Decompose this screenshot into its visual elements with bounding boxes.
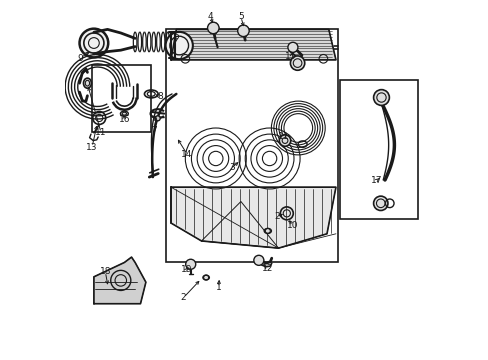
- Circle shape: [155, 116, 160, 121]
- Circle shape: [373, 90, 388, 105]
- Circle shape: [290, 56, 304, 70]
- Text: 7: 7: [151, 126, 157, 135]
- Text: 10: 10: [286, 221, 298, 230]
- Text: 12: 12: [262, 264, 273, 273]
- Polygon shape: [171, 30, 335, 60]
- Circle shape: [373, 196, 387, 211]
- Ellipse shape: [203, 275, 209, 280]
- Text: 1: 1: [215, 283, 221, 292]
- Bar: [339, 80, 418, 220]
- Circle shape: [287, 42, 297, 52]
- Circle shape: [165, 32, 192, 59]
- Text: 13: 13: [86, 143, 98, 152]
- Text: 14: 14: [181, 150, 192, 159]
- Text: 2: 2: [273, 212, 279, 221]
- Text: 3: 3: [228, 163, 234, 172]
- Text: 16: 16: [119, 115, 130, 124]
- Polygon shape: [171, 187, 335, 248]
- Text: 17: 17: [371, 176, 382, 185]
- Text: 9: 9: [77, 54, 83, 63]
- Text: 11: 11: [278, 132, 289, 141]
- Text: 18: 18: [100, 267, 111, 276]
- Circle shape: [80, 29, 108, 57]
- Text: 19: 19: [180, 265, 192, 274]
- Bar: [92, 65, 151, 132]
- Circle shape: [253, 255, 264, 265]
- Ellipse shape: [83, 78, 91, 88]
- Polygon shape: [94, 257, 145, 304]
- Text: 6: 6: [173, 32, 179, 41]
- Ellipse shape: [264, 228, 271, 233]
- Text: 4: 4: [207, 12, 213, 21]
- Text: 15: 15: [285, 53, 296, 62]
- Circle shape: [237, 25, 249, 37]
- Circle shape: [185, 259, 195, 269]
- Text: 11: 11: [95, 128, 106, 137]
- Circle shape: [207, 22, 219, 34]
- Bar: [165, 30, 337, 262]
- Circle shape: [279, 135, 290, 146]
- Ellipse shape: [120, 111, 128, 116]
- Text: 5: 5: [238, 12, 244, 21]
- Text: 8: 8: [157, 92, 163, 101]
- Text: 2: 2: [181, 293, 186, 302]
